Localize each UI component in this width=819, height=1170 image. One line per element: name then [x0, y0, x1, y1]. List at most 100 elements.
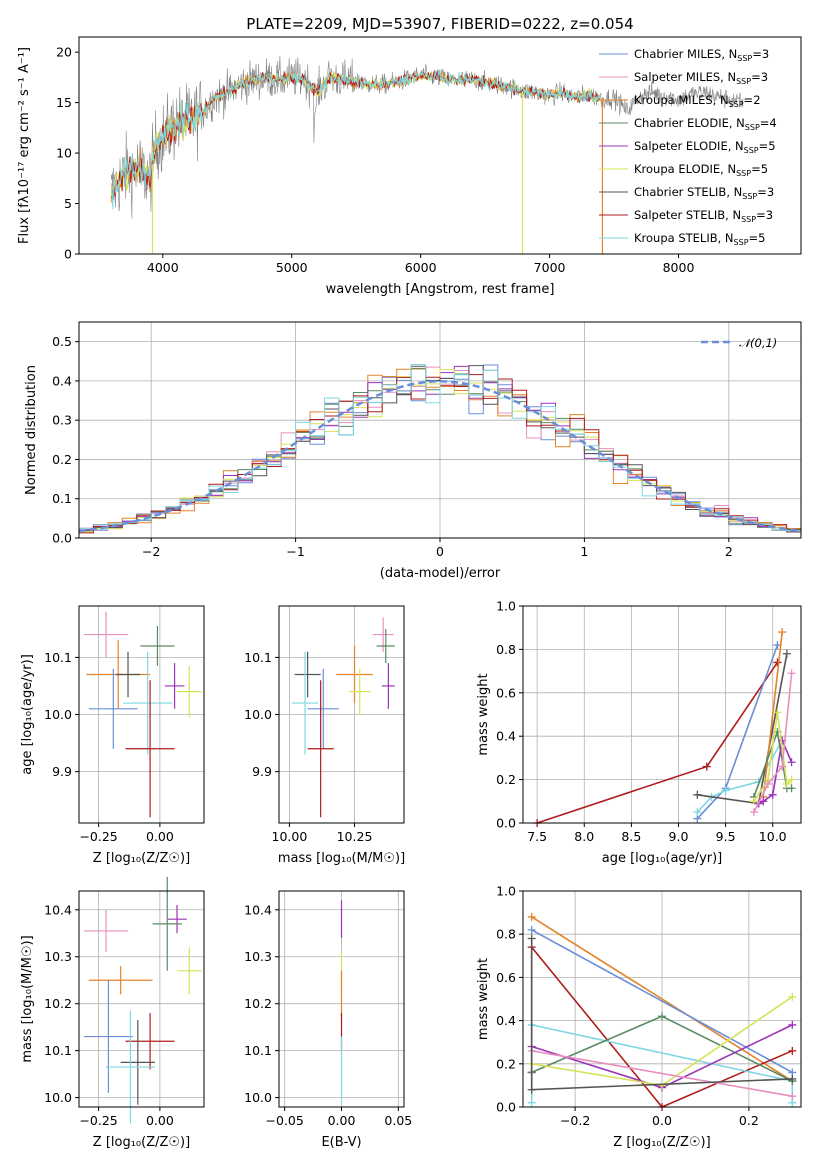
- x-tick-label: 0.05: [384, 1113, 412, 1128]
- plus-marker: [749, 808, 758, 817]
- plus-marker: [693, 790, 702, 799]
- panel-mass-vs-EBV: −0.05 0.00 0.05 10.0 10.1 10.2 10.3 10.4 E(B-V): [244, 890, 412, 1150]
- y-tick-label: 10.0: [244, 1090, 272, 1105]
- y-axis-label: age [log₁₀(age/yr)]: [20, 654, 35, 775]
- y-tick-label: 0.4: [496, 1013, 516, 1028]
- legend-sub: SSP: [741, 215, 756, 224]
- x-tick-label: 2: [725, 544, 733, 559]
- plus-marker: [788, 1074, 797, 1083]
- plus-marker: [778, 762, 787, 771]
- observed-spectrum-line: [110, 55, 744, 219]
- legend-name: Kroupa ELODIE: [634, 162, 720, 176]
- legend-entry: Salpeter MILES, NSSP=3: [634, 70, 768, 86]
- panel-mass-vs-Z: −0.25 0.00 10.0 10.1 10.2 10.3 10.4 Z [log₁₀(Z/…: [20, 876, 205, 1150]
- y-tick-label: 0.3: [52, 413, 72, 428]
- plot-frame: [278, 605, 405, 824]
- y-tick-label: 15: [56, 95, 72, 110]
- y-tick-label: 0.6: [496, 685, 516, 700]
- x-tick-label: 10.0: [759, 829, 787, 844]
- x-tick-label: 0.0: [652, 1113, 672, 1128]
- plus-marker: [788, 1020, 797, 1029]
- legend-sub: SSP: [742, 192, 757, 201]
- plot-frame: [522, 890, 802, 1108]
- legend-eq: =: [751, 70, 761, 84]
- legend-nssp: 2: [753, 93, 760, 107]
- legend-nssp: 3: [761, 70, 768, 84]
- legend-eq: =: [757, 185, 767, 199]
- legend-name: Salpeter STELIB: [634, 208, 725, 222]
- x-tick-label: 5000: [276, 260, 308, 275]
- y-tick-label: 10.1: [244, 650, 272, 665]
- y-tick-label: 5: [64, 196, 72, 211]
- panel-spectrum: PLATE=2209, MJD=53907, FIBERID=0222, z=0…: [17, 15, 802, 297]
- legend-eq: =: [759, 139, 769, 153]
- legend-nssp: 4: [769, 116, 776, 130]
- y-tick-label: 0.0: [496, 1100, 516, 1115]
- x-tick-label: 1: [580, 544, 588, 559]
- legend-entry: Chabrier ELODIE, NSSP=4: [634, 116, 777, 132]
- x-axis-label: Z [log₁₀(Z/Z☉)]: [93, 1135, 190, 1150]
- y-tick-label: 9.9: [252, 764, 272, 779]
- model-spectrum-line: [110, 69, 602, 210]
- plus-marker: [787, 784, 796, 793]
- panel-mass-weight-vs-age: 7.5 8.0 8.5 9.0 9.5 10.0 0.0 0.2 0.4 0.6 0.8 1.0 age…: [476, 599, 802, 866]
- x-axis-label: age [log₁₀(age/yr)]: [602, 851, 723, 866]
- y-axis-label: mass weight: [476, 673, 491, 755]
- x-tick-label: 7.5: [527, 829, 547, 844]
- legend-eq: =: [749, 231, 759, 245]
- y-tick-label: 0.0: [52, 531, 72, 546]
- legend-name: Salpeter MILES: [634, 70, 720, 84]
- legend-name: Chabrier ELODIE: [634, 116, 729, 130]
- plus-marker: [702, 762, 711, 771]
- x-axis-label: wavelength [Angstrom, rest frame]: [326, 282, 555, 297]
- panel-age-vs-mass: 10.00 10.25 9.9 10.0 10.1 mass [log₁₀(M/M☉)]: [244, 605, 405, 866]
- x-tick-label: 9.5: [716, 829, 736, 844]
- legend-entry: Salpeter STELIB, NSSP=3: [634, 208, 773, 224]
- y-tick-label: 10.1: [244, 1043, 272, 1058]
- legend-nssp: 3: [766, 208, 773, 222]
- series-line: [697, 653, 788, 805]
- y-tick-label: 0.1: [52, 491, 72, 506]
- x-tick-label: −1: [286, 544, 304, 559]
- plus-marker: [788, 1046, 797, 1055]
- y-tick-label: 10.0: [244, 707, 272, 722]
- plus-marker: [658, 1081, 666, 1090]
- legend-sub: SSP: [736, 169, 751, 178]
- x-tick-label: 8000: [663, 260, 695, 275]
- histogram-step-line: [79, 364, 801, 532]
- plus-marker: [782, 779, 791, 788]
- y-axis-label: mass [log₁₀(M/M☉)]: [20, 935, 35, 1062]
- y-tick-label: 0.0: [496, 816, 516, 831]
- legend-sep: , N: [725, 208, 741, 222]
- legend-nssp: 3: [767, 185, 774, 199]
- x-axis-label: Z [log₁₀(Z/Z☉)]: [613, 1135, 710, 1150]
- x-tick-label: 0.00: [146, 1113, 174, 1128]
- legend-entry: Salpeter ELODIE, NSSP=5: [634, 139, 776, 155]
- series-line: [531, 929, 793, 1074]
- legend-entry: Chabrier MILES, NSSP=3: [634, 47, 769, 63]
- legend-sep: , N: [728, 139, 744, 153]
- y-tick-label: 0.4: [496, 729, 516, 744]
- legend-eq: =: [752, 47, 762, 61]
- plus-marker: [787, 775, 796, 784]
- y-tick-label: 10.0: [44, 707, 72, 722]
- plus-marker: [658, 1012, 666, 1021]
- series-line: [696, 644, 779, 820]
- x-tick-label: 8.5: [621, 829, 641, 844]
- plus-marker: [693, 808, 702, 817]
- x-tick-label: 6000: [405, 260, 437, 275]
- x-tick-label: 9.0: [669, 829, 689, 844]
- plus-marker: [768, 790, 777, 799]
- legend-entry: Kroupa ELODIE, NSSP=5: [634, 162, 768, 178]
- panel-residuals: −2 −1 0 1 2 0.0 0.1 0.2 0.3 0.4 0.5 (data-model)/er…: [24, 321, 802, 581]
- legend-sep: , N: [713, 93, 729, 107]
- legend-nssp: 5: [768, 139, 775, 153]
- y-tick-label: 10.2: [44, 996, 72, 1011]
- plus-marker: [787, 758, 796, 767]
- series-line: [753, 673, 793, 813]
- x-tick-label: −0.25: [79, 829, 117, 844]
- plus-marker: [527, 1098, 536, 1107]
- plus-marker: [527, 1085, 536, 1094]
- legend-entry: 𝒩(0,1): [739, 336, 777, 350]
- plus-marker: [778, 628, 787, 637]
